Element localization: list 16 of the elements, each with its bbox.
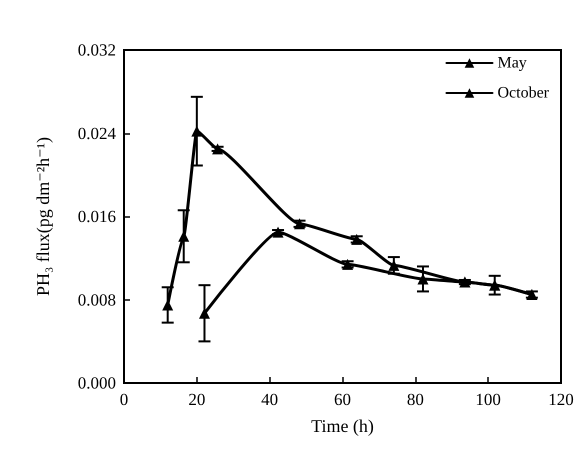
y-tick-label: 0.000 (78, 374, 116, 392)
x-tick-label: 20 (188, 390, 206, 409)
x-tick-label: 40 (261, 390, 278, 409)
x-tick-label: 100 (475, 390, 501, 409)
legend-label: May (497, 54, 527, 72)
x-tick-label: 60 (334, 390, 351, 409)
x-tick-label: 120 (548, 390, 574, 409)
y-tick-label: 0.024 (78, 124, 116, 143)
y-axis-title: PH₃ flux(pg dm⁻²h⁻¹) (33, 136, 53, 296)
x-tick-label: 0 (120, 390, 128, 409)
x-axis-title: Time (h) (311, 416, 374, 436)
x-tick-label: 80 (406, 390, 424, 409)
y-tick-label: 0.016 (78, 207, 116, 226)
y-tick-label: 0.032 (78, 40, 116, 60)
y-tick-label: 0.008 (78, 290, 116, 310)
legend-label: October (497, 84, 550, 102)
